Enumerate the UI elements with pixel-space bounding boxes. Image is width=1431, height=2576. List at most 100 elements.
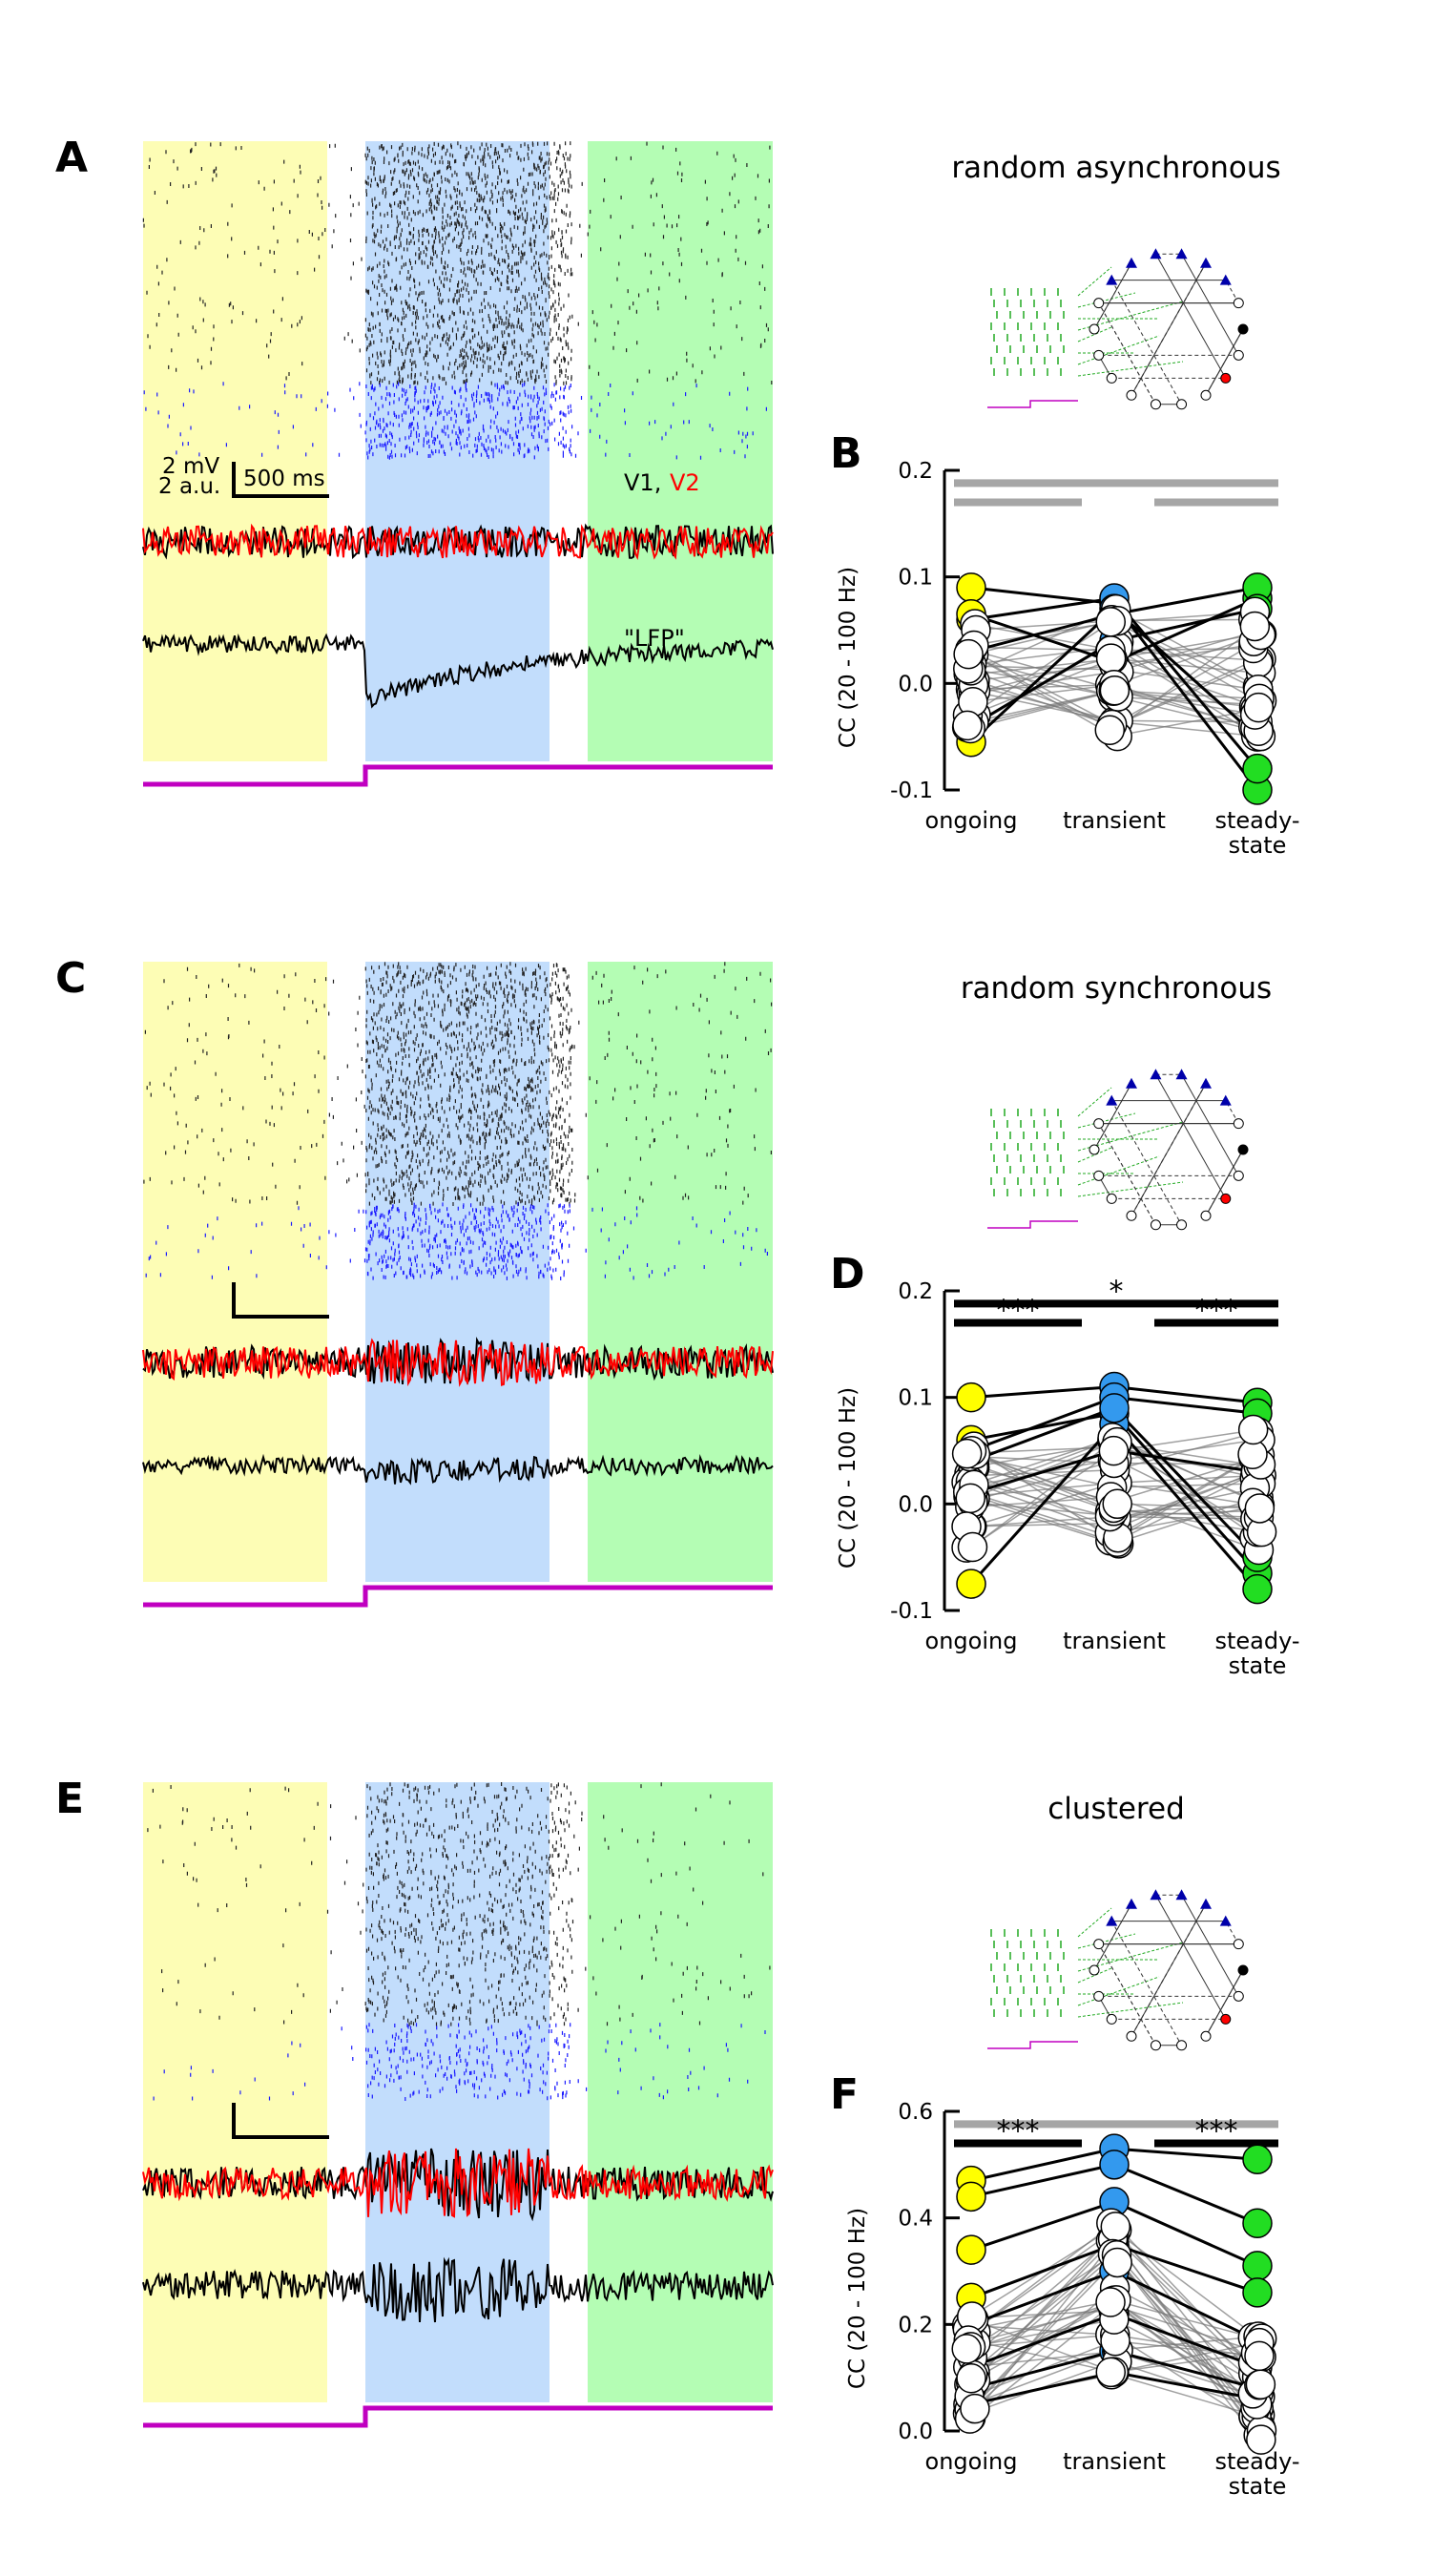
spike-raster bbox=[147, 1782, 771, 2101]
x-label-steady: steady- bbox=[1214, 1628, 1299, 1654]
network-schematic bbox=[987, 1889, 1249, 2051]
x-label-state: state bbox=[1229, 832, 1287, 859]
network-neuron bbox=[1176, 1219, 1188, 1231]
network-neuron bbox=[1233, 1118, 1244, 1130]
input-spike-train bbox=[996, 1986, 1065, 1994]
steady-epoch-bg bbox=[588, 962, 773, 1582]
network-neuron bbox=[1093, 1118, 1105, 1130]
x-label-ongoing: ongoing bbox=[925, 807, 1018, 834]
significance-label: *** bbox=[1195, 2115, 1238, 2149]
excitatory-neuron bbox=[1175, 1069, 1188, 1080]
input-projection bbox=[1077, 326, 1112, 343]
x-label-ongoing: ongoing bbox=[925, 2448, 1018, 2475]
network-neuron bbox=[1089, 1144, 1100, 1155]
network-edge bbox=[1155, 1894, 1227, 2020]
point-unselected bbox=[1244, 2340, 1275, 2372]
point-unselected bbox=[1102, 2247, 1132, 2278]
schematic-stimulus bbox=[987, 400, 1078, 408]
raster-excitatory-spikes bbox=[142, 141, 773, 385]
excitatory-neuron bbox=[1200, 1077, 1212, 1089]
excitatory-neuron bbox=[1126, 1077, 1137, 1089]
trace-lfp bbox=[142, 1453, 774, 1485]
network-neuron bbox=[1176, 399, 1188, 410]
input-spike-train bbox=[990, 357, 1059, 364]
excitatory-neuron bbox=[1219, 1094, 1232, 1106]
y-tick-label: 0.0 bbox=[898, 1492, 933, 1517]
network-edge bbox=[1093, 262, 1132, 330]
cc-chart: CC (20 - 100 Hz) ongoing transient stead… bbox=[836, 459, 1300, 859]
network-edge bbox=[1130, 262, 1207, 396]
network-neuron bbox=[1093, 298, 1105, 309]
input-spike-train bbox=[993, 1120, 1062, 1128]
point-unselected bbox=[1100, 2212, 1131, 2242]
steady-epoch-bg bbox=[588, 1782, 773, 2402]
network-edge bbox=[1181, 253, 1239, 356]
network-neuron bbox=[1106, 372, 1117, 384]
point-steady bbox=[1242, 2277, 1273, 2308]
point-unselected bbox=[1098, 1435, 1130, 1466]
network-neuron bbox=[1220, 2013, 1232, 2025]
network-neuron bbox=[1200, 1210, 1212, 1221]
point-unselected bbox=[1095, 643, 1127, 674]
point-unselected bbox=[960, 2393, 990, 2424]
excitatory-neuron bbox=[1126, 257, 1137, 268]
network-neuron bbox=[1093, 1939, 1105, 1950]
point-unselected bbox=[956, 2362, 986, 2394]
y-tick-label: 0.1 bbox=[898, 1386, 933, 1411]
lfp-traces bbox=[142, 1337, 774, 1485]
scalebar-lines bbox=[232, 2103, 329, 2139]
point-transient bbox=[1099, 1393, 1130, 1423]
trace-v1 bbox=[142, 1337, 774, 1385]
network-neuron bbox=[1233, 298, 1244, 309]
panel-letter-E: E bbox=[55, 1775, 84, 1823]
excitatory-neuron bbox=[1150, 1889, 1162, 1901]
transient-epoch-bg bbox=[365, 962, 550, 1582]
ongoing-epoch-bg bbox=[143, 141, 327, 761]
input-projection bbox=[1077, 1976, 1160, 2006]
network-neuron bbox=[1200, 389, 1212, 401]
significance-label: *** bbox=[997, 1295, 1040, 1328]
raster-inhibitory-spikes bbox=[145, 1202, 768, 1280]
point-unselected bbox=[1243, 692, 1275, 723]
network-neuron bbox=[1150, 399, 1161, 410]
input-projection bbox=[1077, 1942, 1184, 1972]
network-neuron bbox=[1200, 2030, 1212, 2042]
point-ongoing bbox=[956, 2234, 986, 2265]
point-unselected bbox=[1095, 2357, 1127, 2388]
network-neuron bbox=[1233, 349, 1244, 361]
excitatory-neuron bbox=[1200, 257, 1212, 268]
input-spike-train bbox=[993, 368, 1062, 376]
raster-inhibitory-spikes bbox=[143, 382, 767, 460]
panel-letter-F: F bbox=[830, 2070, 859, 2119]
point-ongoing bbox=[956, 572, 986, 603]
scalebar-lines bbox=[232, 462, 329, 498]
input-spike-train bbox=[990, 1929, 1059, 1937]
y-tick-label: 0.0 bbox=[898, 672, 933, 696]
point-unselected bbox=[1245, 2369, 1276, 2399]
stimulus-line bbox=[143, 1585, 773, 1608]
cc-chart: CC (20 - 100 Hz) ongoing transient stead… bbox=[836, 1275, 1300, 1679]
input-projection bbox=[1077, 1155, 1160, 1186]
input-projection bbox=[1077, 2002, 1184, 2018]
point-unselected bbox=[953, 638, 984, 670]
point-steady bbox=[1242, 2208, 1273, 2238]
input-projection bbox=[1077, 1967, 1112, 1984]
ongoing-epoch-bg bbox=[143, 1782, 327, 2402]
network-edge bbox=[1110, 1921, 1182, 2046]
stimulus-step bbox=[143, 764, 773, 787]
scalebar-au-label: 2 a.u. bbox=[158, 474, 220, 499]
stimulus-line bbox=[143, 2405, 773, 2428]
y-tick-label: 0.2 bbox=[898, 2313, 933, 2337]
input-spike-train bbox=[990, 1109, 1059, 1116]
x-label-ongoing: ongoing bbox=[925, 1628, 1018, 1654]
network-edge bbox=[1093, 1903, 1132, 1971]
raster-excitatory-spikes bbox=[147, 1782, 771, 2026]
trace-v1 bbox=[142, 523, 774, 560]
input-spike-train bbox=[996, 345, 1065, 353]
input-spike-train bbox=[996, 1132, 1065, 1139]
network-neuron bbox=[1093, 1170, 1105, 1181]
point-unselected bbox=[955, 1483, 986, 1514]
excitatory-neuron bbox=[1126, 1898, 1137, 1909]
point-unselected bbox=[1246, 2424, 1276, 2455]
